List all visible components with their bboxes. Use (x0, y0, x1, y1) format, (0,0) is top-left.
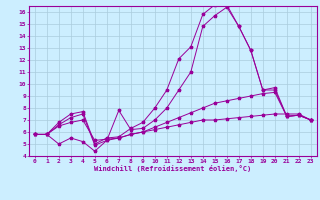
X-axis label: Windchill (Refroidissement éolien,°C): Windchill (Refroidissement éolien,°C) (94, 165, 252, 172)
